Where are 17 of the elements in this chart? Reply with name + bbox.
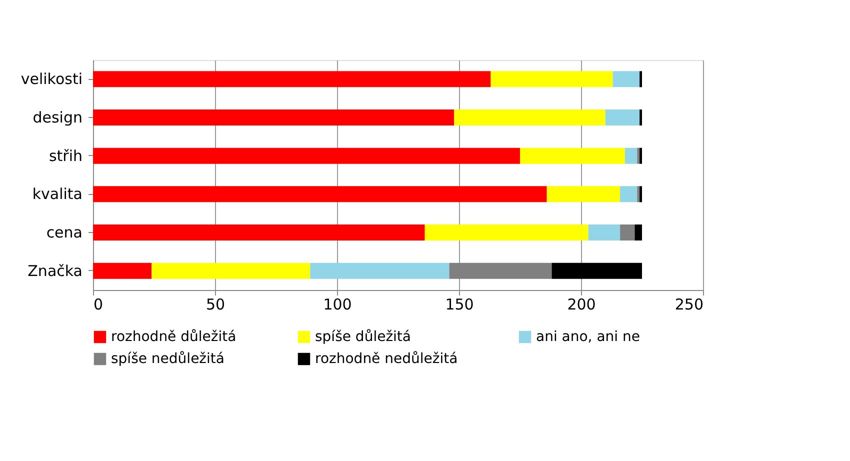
legend-label: spíše nedůležitá [111,351,224,367]
y-tick-label: design [32,108,82,126]
legend-label: rozhodně nedůležitá [315,351,458,367]
legend-label: rozhodně důležitá [111,329,236,345]
x-tick-label: 0 [94,296,104,314]
legend-label: spíše důležitá [315,329,411,345]
y-tick-label: střih [48,146,82,165]
y-tick-label: kvalita [32,185,82,204]
y-tick-label: velikosti [20,70,82,88]
x-tick-label: 200 [567,296,596,314]
y-tick-label: cena [46,224,82,242]
y-tick-label: Značka [28,262,82,280]
x-tick-label: 250 [674,296,704,314]
x-tick-label: 50 [206,296,226,314]
x-tick-label: 100 [323,296,352,314]
x-tick-label: 150 [445,296,474,314]
legend-label: ani ano, ani ne [536,329,640,345]
